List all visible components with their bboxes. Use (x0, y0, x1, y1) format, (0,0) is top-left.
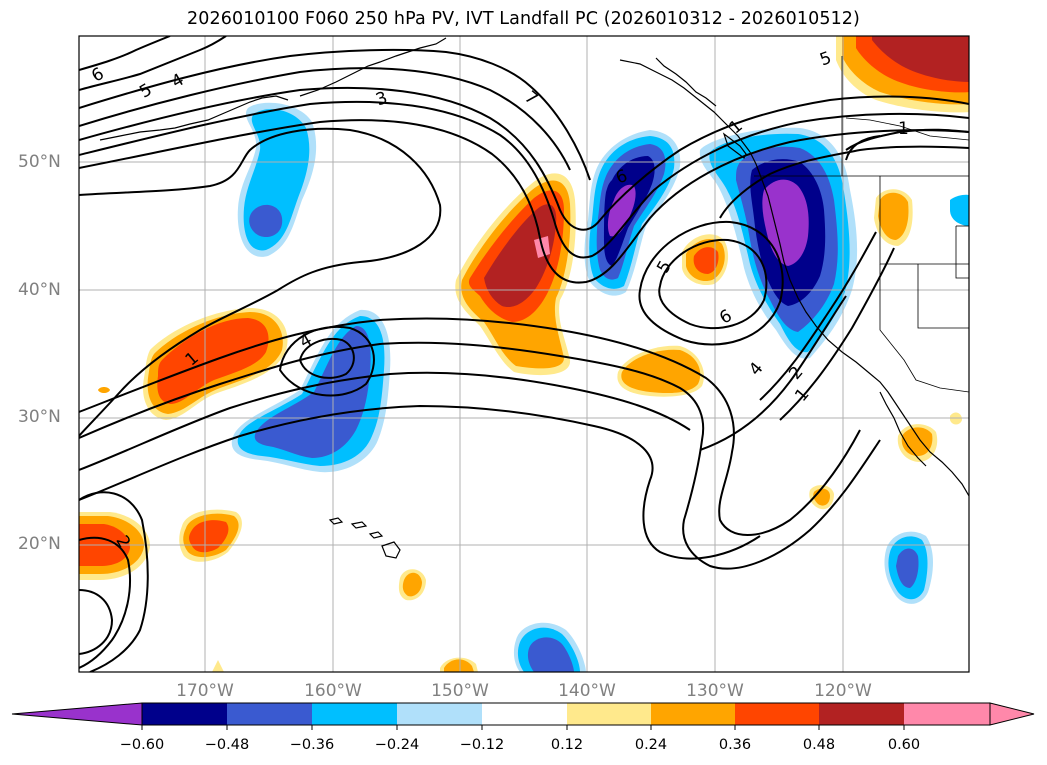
lat-label: 20°N (18, 534, 61, 554)
colorbar-bin (904, 703, 990, 725)
lon-label: 130°W (686, 681, 744, 701)
lon-label: 120°W (814, 681, 872, 701)
colorbar-tick-label: 0.12 (550, 737, 584, 753)
contour-label: 1 (898, 119, 909, 139)
lat-label: 30°N (18, 407, 61, 427)
colorbar-tick-label: −0.60 (119, 737, 165, 753)
colorbar-bin (142, 703, 227, 725)
pv-contours (79, 36, 969, 672)
colorbar-bin (397, 703, 482, 725)
colorbar-tick-label: −0.12 (459, 737, 505, 753)
colorbar-extend-max (989, 702, 1035, 726)
colorbar-bin (227, 703, 312, 725)
colorbar-tick-label: 0.36 (718, 737, 752, 753)
political-borders (754, 56, 969, 393)
colorbar-bin (735, 703, 819, 725)
lon-label: 150°W (431, 681, 489, 701)
colorbar-tick-label: −0.24 (374, 737, 420, 753)
colorbar-tick-label: −0.48 (204, 737, 250, 753)
colorbar-tick-label: 0.60 (887, 737, 921, 753)
colorbar-bin (819, 703, 904, 725)
lon-label: 140°W (558, 681, 616, 701)
lat-label: 40°N (18, 280, 61, 300)
colorbar-bin (651, 703, 735, 725)
colorbar-bin (567, 703, 651, 725)
pv-shading (79, 36, 969, 672)
map-frame (78, 35, 970, 673)
colorbar-tick-label: 0.48 (802, 737, 836, 753)
colorbar-bin (312, 703, 397, 725)
map-title: 2026010100 F060 250 hPa PV, IVT Landfall… (187, 9, 860, 29)
lat-label: 50°N (18, 152, 61, 172)
colorbar-extend-min (11, 702, 143, 726)
colorbar-tick-label: −0.36 (289, 737, 335, 753)
colorbar-bin (482, 703, 567, 725)
lon-label: 170°W (176, 681, 234, 701)
lon-label: 160°W (304, 681, 362, 701)
colorbar (11, 702, 1035, 730)
colorbar-tick-label: 0.24 (634, 737, 668, 753)
coastlines (99, 37, 969, 559)
